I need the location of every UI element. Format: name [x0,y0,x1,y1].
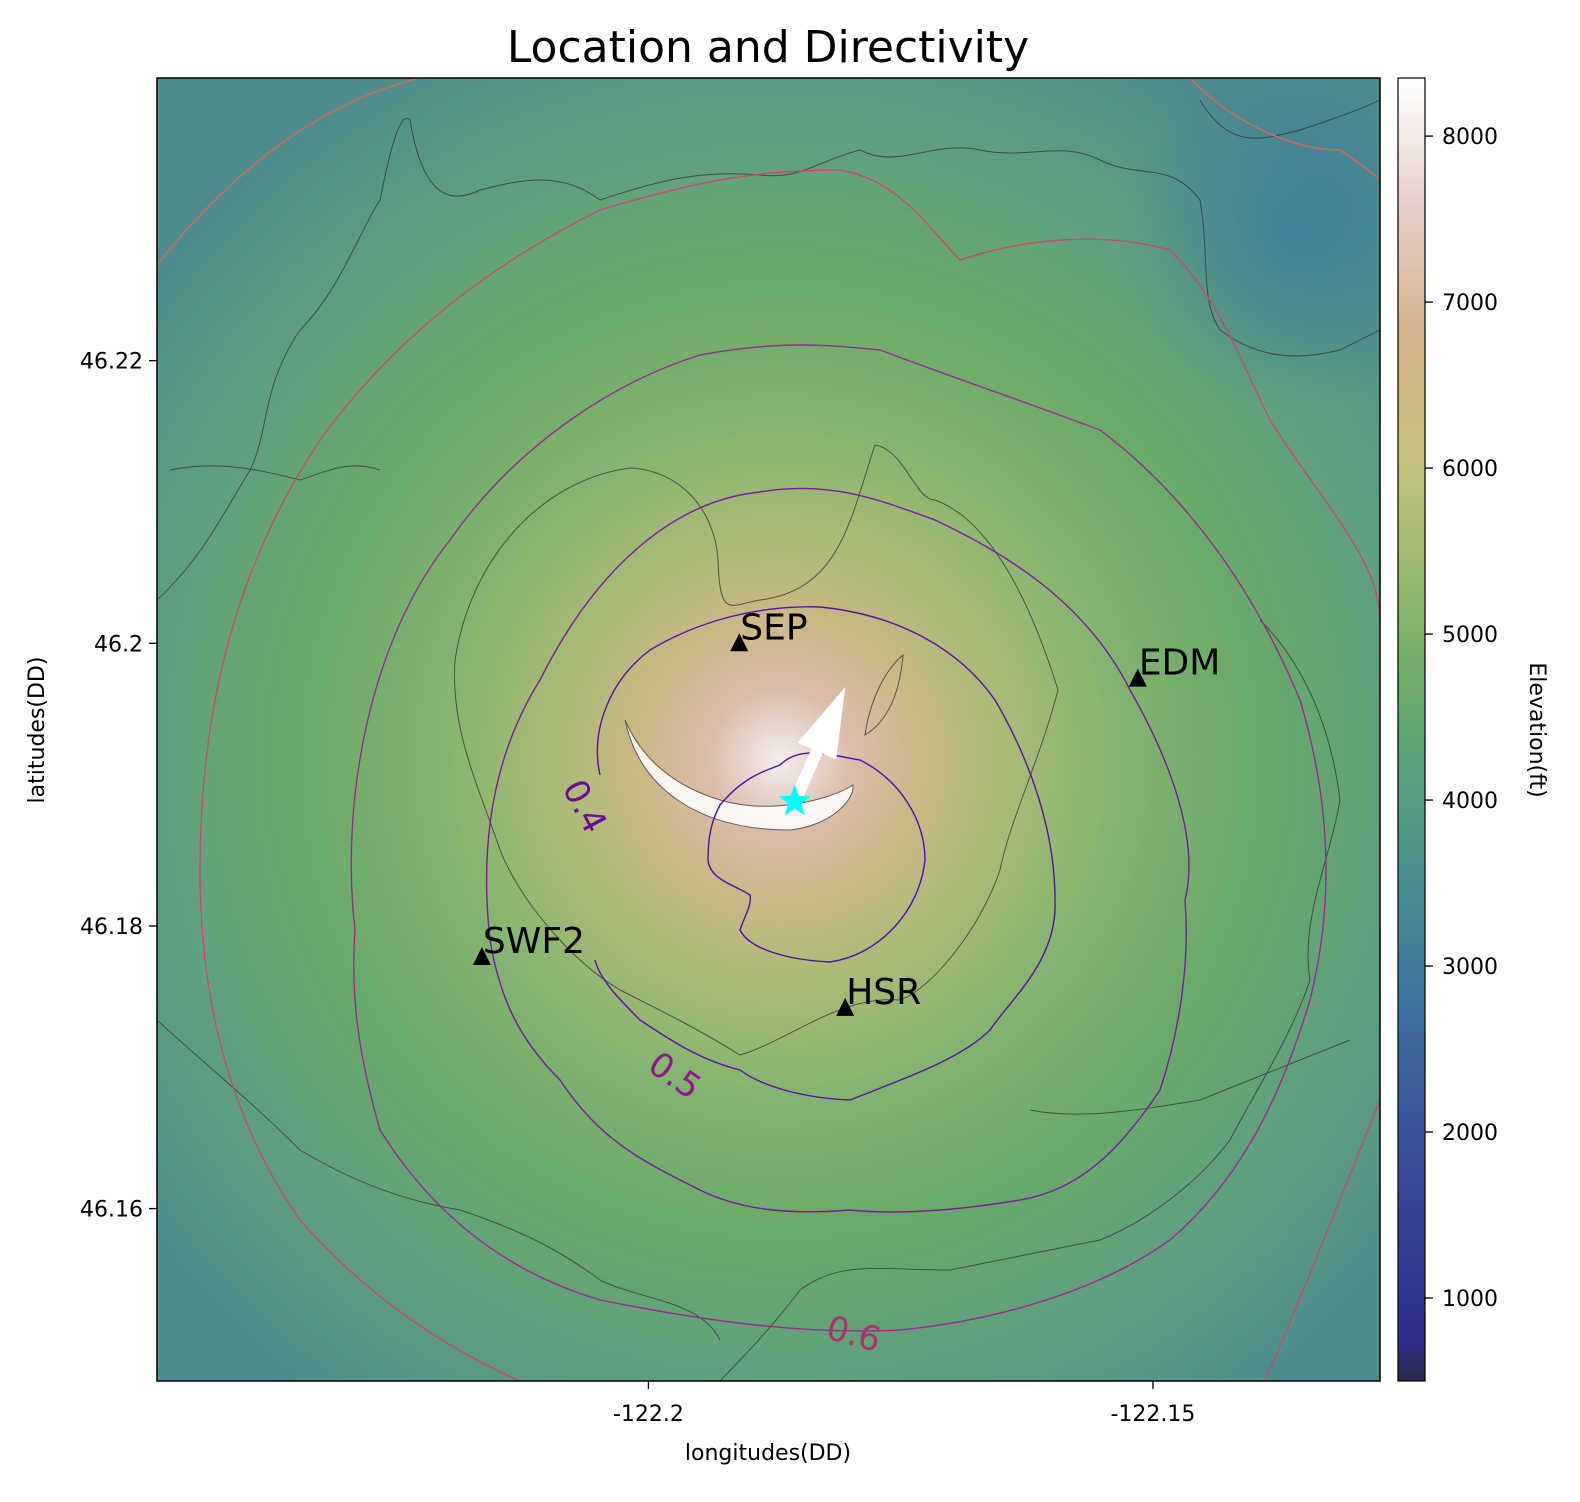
colorbar-tick-label: 5000 [1442,623,1498,648]
y-axis-ticks: 46.16 46.18 46.2 46.22 [80,350,157,1223]
colorbar-tick-label: 2000 [1442,1121,1498,1146]
stations: SEP EDM SWF2 HSR [472,607,1221,1016]
y-tick-label: 46.16 [80,1198,143,1223]
station-marker [836,997,855,1016]
directivity-arrow-layer [789,687,846,804]
source-layer [778,784,811,816]
station-marker [1128,668,1147,687]
elevation-contours [157,99,1380,1381]
station-label: SEP [740,607,807,648]
colorbar-ticks: 1000 2000 3000 4000 5000 6000 7000 8000 [1425,125,1498,1312]
colorbar-tick-label: 7000 [1442,291,1498,316]
contour-0.3 [707,752,926,963]
low-elevation-region [157,78,1380,1381]
colorbar-gradient [1397,77,1426,1382]
colorbar-tick-label: 4000 [1442,789,1498,814]
x-tick-label: -122.2 [613,1402,684,1427]
station-marker [730,633,749,652]
directivity-arrow [789,687,846,804]
station-label: EDM [1139,643,1221,684]
y-tick-label: 46.2 [94,632,143,657]
y-tick-label: 46.18 [80,915,143,940]
chart-title: Location and Directivity [507,22,1029,73]
y-tick-label: 46.22 [80,350,143,375]
colorbar-tick-label: 6000 [1442,457,1498,482]
x-axis-label: longitudes(DD) [685,1441,851,1466]
directivity-contours [157,78,1380,1381]
x-tick-label: -122.15 [1110,1402,1195,1427]
colorbar-tick-label: 8000 [1442,125,1498,150]
colorbar: 1000 2000 3000 4000 5000 6000 7000 8000 Elevati… [1397,77,1549,1382]
station-label: HSR [846,972,921,1013]
y-axis-label: latitudes(DD) [25,657,50,804]
source-star-marker [778,784,811,816]
station-marker [472,947,491,966]
plot-frame [156,77,1381,1382]
colorbar-label: Elevation(ft) [1524,662,1549,797]
colorbar-tick-label: 3000 [1442,955,1498,980]
colorbar-tick-label: 1000 [1442,1287,1498,1312]
station-label: SWF2 [483,921,585,962]
x-axis-ticks: -122.2 -122.15 [613,1381,1195,1427]
